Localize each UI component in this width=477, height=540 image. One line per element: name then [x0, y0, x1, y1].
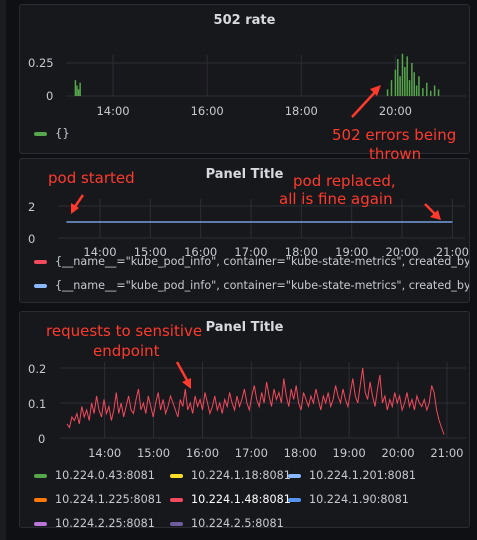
- panel-502-rate: 502 rate 0.25 0 14:00 16:00 18:00 20:00 502…: [19, 4, 470, 154]
- legend-item[interactable]: 10.224.1.201:8081: [288, 469, 416, 482]
- annotation-line-2: endpoint: [93, 342, 160, 360]
- x-tick-label: 19:00: [335, 245, 368, 259]
- panel-title: Panel Title: [205, 320, 284, 335]
- x-tick-label: 18:00: [285, 245, 318, 259]
- legend-swatch: [34, 498, 47, 502]
- y-tick-label: 0: [28, 232, 35, 246]
- x-tick-label: 18:00: [285, 104, 318, 118]
- y-tick-label: 0: [46, 89, 53, 103]
- legend-swatch: [34, 474, 47, 478]
- annotation-arrow: [424, 203, 437, 216]
- legend-swatch: [34, 522, 47, 526]
- legend-item[interactable]: {}: [34, 126, 70, 140]
- x-tick-label: 14:00: [96, 104, 129, 118]
- window-edge: [0, 0, 6, 540]
- annotation-line-1: 502 errors being: [332, 126, 456, 144]
- legend-label: 10.224.0.43:8081: [55, 469, 155, 482]
- x-tick-label: 17:00: [234, 245, 267, 259]
- panel-requests: Panel Title 0.2 0.1 0 14:00 15:00 16:00 17:…: [19, 311, 470, 528]
- annotation-arrow: [175, 361, 190, 383]
- legend-label: 10.224.1.48:8081: [191, 493, 291, 506]
- y-tick-label: 0.1: [28, 397, 46, 411]
- annotation-pod-replaced-2: all is fine again: [279, 190, 393, 208]
- legend-swatch: [34, 131, 47, 136]
- annotation-pod-replaced: pod replaced,: [293, 172, 396, 190]
- annotation-line-1: requests to sensitive: [46, 322, 202, 340]
- x-tick-label: 15:00: [134, 245, 167, 259]
- chart-pod-info: 2 0 14:00 15:00 16:00 17:00 18:00 19:00 20:00 2…: [28, 169, 469, 259]
- annotation-arrowhead: [370, 85, 381, 96]
- x-tick-label: 20:00: [379, 104, 412, 118]
- legend-item[interactable]: {__name__="kube_pod_info", container="ku…: [34, 279, 470, 292]
- x-tick-label: 18:00: [284, 446, 317, 460]
- x-tick-label: 17:00: [235, 446, 268, 460]
- legend-swatch: [288, 498, 301, 502]
- legend-label: {__name__="kube_pod_info", container="ku…: [55, 255, 470, 268]
- legend-label: 10.224.2.25:8081: [55, 517, 155, 528]
- legend-item[interactable]: 10.224.1.225:8081: [34, 493, 162, 506]
- legend-item[interactable]: 10.224.2.25:8081: [34, 517, 155, 528]
- annotation-pod-started: pod started: [48, 169, 135, 187]
- x-tick-label: 20:00: [381, 446, 414, 460]
- x-tick-label: 16:00: [184, 245, 217, 259]
- legend-label: 10.224.1.225:8081: [55, 493, 162, 506]
- x-tick-label: 14:00: [88, 446, 121, 460]
- series-line: [66, 367, 445, 435]
- annotation-arrowhead: [182, 378, 191, 389]
- legend-item[interactable]: 10.224.1.90:8081: [288, 493, 409, 506]
- legend-label: {__name__="kube_pod_info", container="ku…: [55, 279, 470, 292]
- legend-swatch: [170, 498, 183, 502]
- legend-swatch: [288, 474, 301, 478]
- x-tick-label: 16:00: [186, 446, 219, 460]
- legend-swatch: [34, 260, 47, 264]
- annotation-arrowhead: [71, 203, 79, 214]
- x-tick-label: 20:00: [385, 245, 418, 259]
- legend-swatch: [170, 522, 183, 526]
- panel-title: Panel Title: [205, 167, 284, 182]
- x-tick-label: 19:00: [333, 446, 366, 460]
- y-tick-label: 0.2: [28, 362, 46, 376]
- x-tick-label: 14:00: [83, 245, 116, 259]
- legend-label: 10.224.1.201:8081: [309, 469, 416, 482]
- legend-item[interactable]: 10.224.1.48:8081: [170, 493, 291, 506]
- x-tick-label: 15:00: [137, 446, 170, 460]
- y-tick-label: 2: [28, 200, 35, 214]
- legend-label: 10.224.1.18:8081: [191, 469, 291, 482]
- legend-item[interactable]: {__name__="kube_pod_info", container="ku…: [34, 255, 470, 268]
- y-tick-label: 0: [38, 432, 45, 446]
- legend-label: {}: [55, 126, 70, 140]
- legend-swatch: [34, 284, 47, 288]
- x-tick-label: 16:00: [191, 104, 224, 118]
- legend-swatch: [170, 474, 183, 478]
- annotation-arrowhead: [430, 210, 441, 220]
- legend-item[interactable]: 10.224.2.5:8081: [170, 517, 284, 528]
- panel-title: 502 rate: [213, 13, 276, 28]
- legend-item[interactable]: 10.224.0.43:8081: [34, 469, 155, 482]
- annotation-arrow: [351, 89, 378, 118]
- x-tick-label: 21:00: [436, 245, 469, 259]
- panel-pod-info: Panel Title 2 0 14:00 15:00 16:00 17:00 18:0…: [19, 158, 470, 303]
- legend-label: 10.224.2.5:8081: [191, 517, 284, 528]
- legend-item[interactable]: 10.224.1.18:8081: [170, 469, 291, 482]
- annotation-line-2: thrown: [369, 145, 422, 163]
- legend-label: 10.224.1.90:8081: [309, 493, 409, 506]
- y-tick-label: 0.25: [28, 56, 54, 70]
- chart-502-rate: 0.25 0 14:00 16:00 18:00 20:00 502 errors b…: [28, 53, 466, 144]
- x-tick-label: 21:00: [430, 446, 463, 460]
- chart-requests: 0.2 0.1 0 14:00 15:00 16:00 17:00 18:00 19:00…: [28, 322, 466, 460]
